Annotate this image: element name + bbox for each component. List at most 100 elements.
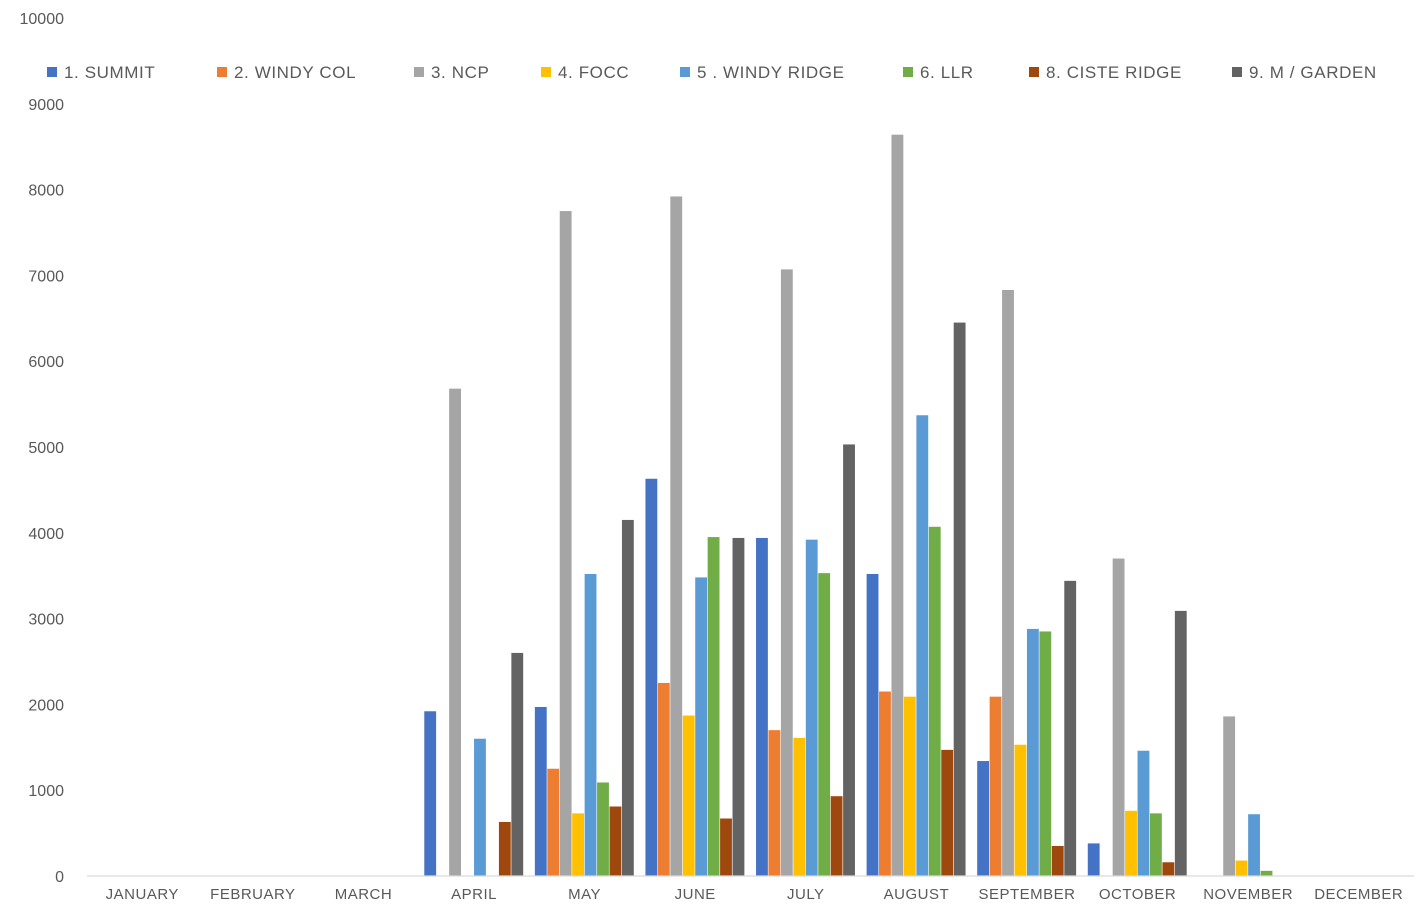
bar <box>1051 845 1064 876</box>
legend-label: 5 . WINDY RIDGE <box>697 63 845 82</box>
bar <box>584 573 597 876</box>
bar <box>989 696 1002 876</box>
legend-swatch <box>680 67 690 77</box>
bar <box>756 537 768 876</box>
x-tick-label: NOVEMBER <box>1203 886 1293 903</box>
bar <box>866 573 879 876</box>
bar <box>843 444 855 876</box>
y-tick-label: 8000 <box>28 183 64 200</box>
bar <box>1137 750 1150 876</box>
y-tick-label: 1000 <box>28 783 64 800</box>
bar <box>1014 744 1027 876</box>
x-tick-label: OCTOBER <box>1099 886 1176 903</box>
bar <box>830 796 843 876</box>
y-tick-label: 0 <box>55 869 64 886</box>
y-axis-ticks: 0 1000 2000 3000 4000 5000 6000 7000 8000 9000 100… <box>20 11 65 886</box>
bar <box>1174 610 1187 876</box>
y-tick-label: 9000 <box>28 97 64 114</box>
bar <box>609 806 622 876</box>
axes: 0 1000 2000 3000 4000 5000 6000 7000 8000 9000 100… <box>20 11 1414 903</box>
y-tick-label: 4000 <box>28 526 64 543</box>
bar <box>474 738 486 876</box>
bar <box>1026 628 1039 876</box>
bar <box>891 134 904 876</box>
bar <box>916 415 929 876</box>
bar <box>645 478 658 876</box>
y-tick-label: 7000 <box>28 268 64 285</box>
y-tick-label: 2000 <box>28 697 64 714</box>
bar <box>1112 558 1125 876</box>
x-tick-label: APRIL <box>451 886 497 903</box>
bar <box>657 682 670 876</box>
bar <box>1260 870 1273 876</box>
bar <box>597 782 609 876</box>
legend-swatch <box>1029 67 1039 77</box>
legend-label: 4. FOCC <box>558 63 629 82</box>
bar <box>670 196 683 876</box>
bar <box>1162 862 1175 876</box>
bar <box>780 269 793 876</box>
bar <box>559 211 572 877</box>
legend-swatch <box>217 67 227 77</box>
legend-swatch <box>414 67 424 77</box>
bar <box>879 691 891 876</box>
x-tick-label: AUGUST <box>884 886 950 903</box>
bar <box>1149 813 1162 876</box>
bar <box>953 322 966 877</box>
bar <box>621 519 634 876</box>
x-tick-label: FEBRUARY <box>210 886 295 903</box>
bar <box>1125 810 1137 876</box>
x-tick-label: SEPTEMBER <box>978 886 1075 903</box>
bar <box>695 577 708 876</box>
x-tick-label: JULY <box>787 886 825 903</box>
bar <box>793 737 806 876</box>
bar <box>768 730 781 876</box>
legend-swatch <box>47 67 57 77</box>
bar <box>682 715 695 876</box>
bars-layer <box>424 134 1273 877</box>
bar <box>1087 843 1100 876</box>
x-tick-label: MARCH <box>335 886 393 903</box>
bar <box>424 711 437 876</box>
bar <box>903 696 916 876</box>
legend-label: 1. SUMMIT <box>64 63 155 82</box>
y-tick-label: 10000 <box>20 11 65 28</box>
y-tick-label: 5000 <box>28 440 64 457</box>
bar <box>1235 860 1248 876</box>
bar <box>1223 716 1236 876</box>
legend-label: 6. LLR <box>920 63 974 82</box>
bar <box>1248 814 1260 876</box>
bar <box>547 768 560 876</box>
y-tick-label: 6000 <box>28 354 64 371</box>
bar <box>732 537 745 876</box>
bar <box>572 813 585 876</box>
bar <box>1002 289 1014 876</box>
legend-label: 3. NCP <box>431 63 489 82</box>
legend-label: 9. M / GARDEN <box>1249 63 1377 82</box>
bar <box>707 537 720 876</box>
legend-swatch <box>903 67 913 77</box>
legend: 1. SUMMIT 2. WINDY COL 3. NCP 4. FOCC 5 . WI… <box>47 63 1377 82</box>
bar <box>977 761 990 876</box>
bar <box>941 749 954 876</box>
bar <box>818 573 831 876</box>
legend-swatch <box>1232 67 1242 77</box>
x-tick-label: JANUARY <box>106 886 179 903</box>
y-tick-label: 3000 <box>28 612 64 629</box>
bar <box>511 652 524 876</box>
bar <box>1064 580 1077 876</box>
x-tick-label: MAY <box>568 886 601 903</box>
bar <box>805 539 818 876</box>
legend-swatch <box>541 67 551 77</box>
bar <box>720 818 732 876</box>
bar <box>1039 631 1052 876</box>
bar <box>498 821 511 876</box>
legend-label: 2. WINDY COL <box>234 63 356 82</box>
x-tick-label: JUNE <box>675 886 716 903</box>
x-tick-label: DECEMBER <box>1314 886 1403 903</box>
legend-label: 8. CISTE RIDGE <box>1046 63 1182 82</box>
bar <box>928 526 941 876</box>
x-axis-ticks: JANUARY FEBRUARY MARCH APRIL MAY JUNE JULY AUGU… <box>106 886 1403 903</box>
